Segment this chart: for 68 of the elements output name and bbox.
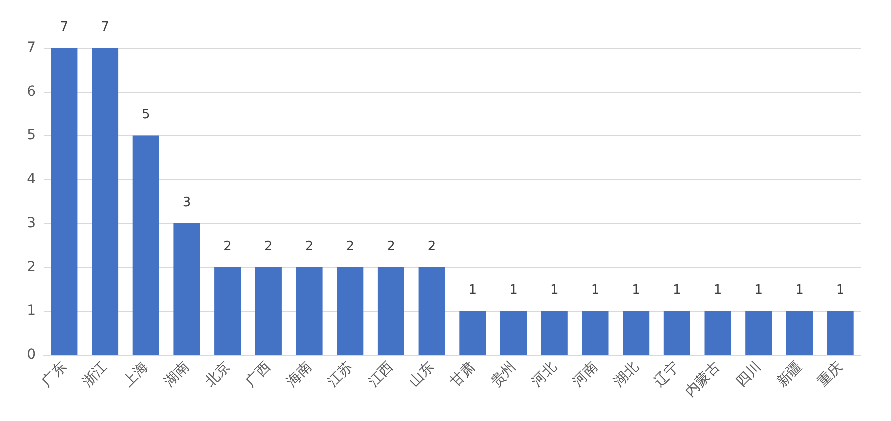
y-tick-label: 3: [27, 215, 36, 232]
y-tick-label: 2: [27, 259, 36, 276]
bar: [214, 267, 242, 355]
y-tick-label: 0: [27, 347, 36, 363]
data-label: 1: [510, 283, 518, 298]
bar: [704, 311, 732, 355]
data-label: 5: [142, 108, 150, 123]
data-label: 1: [591, 283, 600, 298]
x-tick-label: 河南: [570, 359, 602, 390]
data-label: 1: [468, 283, 478, 298]
x-tick-label: 河北: [529, 359, 560, 390]
bar: [746, 311, 772, 355]
bar: [500, 311, 528, 355]
x-tick-label: 上海: [120, 359, 152, 390]
x-tick-label: 广东: [38, 359, 70, 390]
bar: [418, 267, 446, 355]
data-label: 1: [550, 283, 559, 298]
bar: [664, 311, 690, 355]
x-tick-label: 湖北: [610, 359, 642, 390]
bar: [378, 267, 404, 355]
x-tick-label: 甘肃: [447, 359, 479, 390]
data-label: 2: [264, 239, 273, 254]
data-label: 1: [796, 283, 804, 298]
y-tick-label: 5: [27, 128, 36, 144]
data-label: 1: [754, 283, 764, 298]
data-label: 2: [428, 239, 436, 254]
bar: [337, 267, 364, 355]
bar: [132, 136, 160, 355]
x-tick-label: 广西: [243, 359, 274, 390]
bar: [827, 311, 854, 355]
bar: [582, 311, 609, 355]
y-tick-label: 6: [27, 84, 36, 100]
data-label: 2: [346, 239, 355, 254]
data-label: 1: [632, 283, 640, 298]
data-label: 1: [673, 283, 682, 298]
bar: [92, 48, 119, 355]
bar: [51, 48, 78, 355]
y-tick-label: 7: [27, 40, 36, 56]
data-label: 7: [101, 20, 110, 35]
x-tick-label: 湖南: [162, 359, 193, 390]
x-tick-label: 海南: [284, 359, 316, 390]
x-tick-label: 浙江: [80, 359, 111, 390]
data-label: 1: [714, 283, 722, 298]
bar: [541, 311, 568, 355]
bar: [255, 267, 282, 355]
bar: [460, 311, 486, 355]
x-tick-label: 四川: [733, 359, 765, 390]
data-label: 7: [60, 20, 69, 35]
bar: [174, 223, 200, 355]
x-tick-label: 北京: [202, 359, 234, 390]
data-label: 2: [305, 239, 314, 254]
y-tick-label: 1: [27, 303, 36, 320]
data-label: 2: [224, 239, 232, 254]
data-label: 3: [182, 195, 192, 210]
bar: [786, 311, 813, 355]
x-tick-label: 贵州: [488, 359, 520, 390]
data-label: 2: [387, 239, 396, 254]
x-tick-label: 山东: [406, 359, 438, 390]
x-tick-label: 重庆: [815, 359, 846, 390]
bar: [296, 267, 323, 355]
x-tick-label: 江苏: [324, 359, 356, 390]
x-tick-label: 内蒙古: [682, 359, 724, 400]
x-tick-label: 江西: [366, 359, 397, 390]
x-tick-label: 新疆: [774, 359, 806, 390]
y-tick-label: 4: [27, 172, 36, 188]
x-tick-label: 辽宁: [652, 359, 683, 390]
bar: [623, 311, 650, 355]
data-label: 1: [836, 283, 845, 298]
